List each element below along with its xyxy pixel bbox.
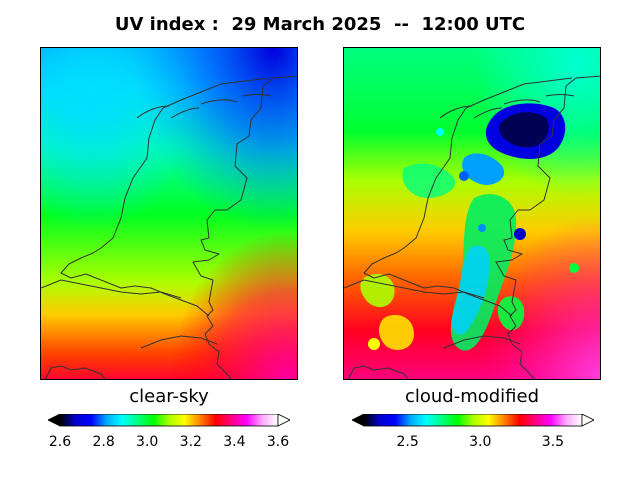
colorbar-tick-label: 3.4 <box>223 434 246 450</box>
clear-sky-map <box>40 47 298 380</box>
clear-sky-caption: clear-sky <box>129 386 209 407</box>
colorbar-min-extend <box>352 414 365 427</box>
cloud-modified-caption: cloud-modified <box>404 386 540 407</box>
colorbar-max-extend <box>581 414 594 427</box>
colorbar-tick-label: 3.5 <box>541 434 565 450</box>
colorbar-tick-label: 2.5 <box>396 434 419 450</box>
clear-sky-colorbar <box>48 414 290 427</box>
cloud-modified-colorbar <box>352 414 594 427</box>
colorbar-tick-label: 3.6 <box>266 434 290 450</box>
cloud-pattern <box>360 103 579 351</box>
colorbar-min-extend <box>48 414 61 427</box>
colorbar-tick-label: 3.2 <box>179 434 202 450</box>
coastline-outline <box>344 75 600 379</box>
colorbar-tick-label: 3.0 <box>136 434 159 450</box>
colorbar-tick-label: 2.6 <box>48 434 72 450</box>
colorbar-tick-label: 2.8 <box>92 434 115 450</box>
coastline-outline <box>41 75 297 379</box>
colorbar-tick-label: 3.0 <box>469 434 492 450</box>
colorbar-max-extend <box>277 414 290 427</box>
figure-title: UV index : 29 March 2025 -- 12:00 UTC <box>114 14 526 35</box>
cloud-modified-map <box>343 47 601 380</box>
